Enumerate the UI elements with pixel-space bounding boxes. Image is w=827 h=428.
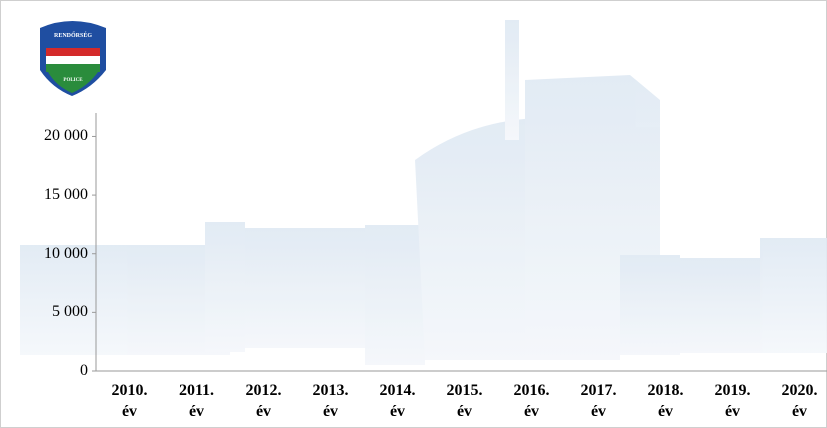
y-tick-label: 0 bbox=[80, 362, 88, 379]
x-tick-label: 2017. év bbox=[580, 382, 617, 420]
x-tick-label: 2018. év bbox=[647, 382, 684, 420]
x-tick-label: 2011. év bbox=[178, 382, 215, 420]
y-tick-label: 10 000 bbox=[44, 244, 88, 262]
x-tick-label: 2012. év bbox=[245, 382, 282, 420]
y-tick-label: 15 000 bbox=[44, 186, 88, 204]
y-tick-label: 20 000 bbox=[44, 127, 88, 145]
y-tick-label: 5 000 bbox=[52, 303, 88, 321]
x-tick-label: 2019. év bbox=[714, 382, 751, 420]
x-tick-label: 2013. év bbox=[312, 382, 349, 420]
background-buildings bbox=[20, 20, 827, 365]
logo-top-text: RENDŐRSÉG bbox=[54, 31, 92, 39]
logo-bottom-text: POLICE bbox=[63, 78, 83, 83]
x-tick-label: 2010. év bbox=[111, 382, 148, 420]
x-tick-label: 2014. év bbox=[379, 382, 416, 420]
x-tick-label: 2020. év bbox=[781, 382, 818, 420]
x-tick-label: 2015. év bbox=[446, 382, 483, 420]
x-tick-label: 2016. év bbox=[513, 382, 550, 420]
police-logo: RENDŐRSÉG POLICE bbox=[40, 21, 106, 96]
